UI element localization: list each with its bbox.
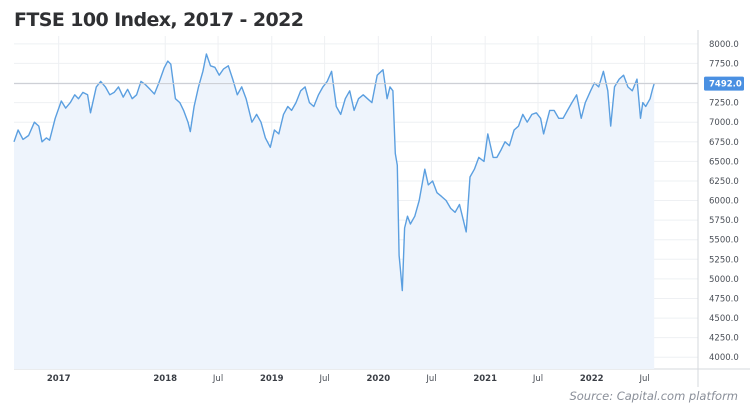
x-tick-label: Jul	[212, 374, 223, 384]
x-tick-label: 2018	[153, 374, 177, 384]
y-tick-label: 6250.0	[709, 177, 739, 187]
last-value-label: 7492.0	[709, 80, 742, 90]
y-tick-label: 4500.0	[709, 314, 739, 324]
y-tick-label: 7750.0	[709, 59, 739, 69]
y-tick-label: 5500.0	[709, 236, 739, 246]
y-tick-label: 4750.0	[709, 294, 739, 304]
series-line	[13, 53, 655, 292]
last-value-badge: 7492.0	[704, 76, 744, 91]
y-tick-label: 7000.0	[709, 118, 739, 128]
series-area-fill	[14, 54, 655, 369]
y-tick-label: 6500.0	[709, 157, 739, 167]
y-tick-label: 5250.0	[709, 255, 739, 265]
chart-title: FTSE 100 Index, 2017 - 2022	[14, 9, 304, 31]
y-tick-label: 6750.0	[709, 138, 739, 148]
y-tick-label: 8000.0	[709, 40, 739, 50]
last-value-badge-box	[704, 76, 744, 91]
y-tick-label: 4000.0	[709, 353, 739, 363]
x-tick-label: 2021	[473, 374, 497, 384]
x-tick-label: 2020	[366, 374, 390, 384]
y-tick-label: 6000.0	[709, 197, 739, 207]
y-axis: 8000.07750.07500.07250.07000.06750.06500…	[709, 40, 739, 363]
y-tick-label: 5000.0	[709, 275, 739, 285]
y-tick-label: 4250.0	[709, 334, 739, 344]
x-tick-label: Jul	[425, 374, 436, 384]
x-tick-label: Jul	[318, 374, 329, 384]
x-tick-label: Jul	[638, 374, 649, 384]
y-tick-label: 5750.0	[709, 216, 739, 226]
x-tick-label: 2017	[47, 374, 71, 384]
x-axis: 2017 2018 Jul 2019 Jul 2020 Jul 2021 Jul 2022 Jul	[47, 374, 650, 384]
y-tick-label: 7250.0	[709, 99, 739, 109]
x-tick-label: 2022	[580, 374, 604, 384]
x-tick-label: Jul	[532, 374, 543, 384]
source-note: Source: Capital.com platform	[569, 389, 738, 403]
x-tick-label: 2019	[260, 374, 284, 384]
